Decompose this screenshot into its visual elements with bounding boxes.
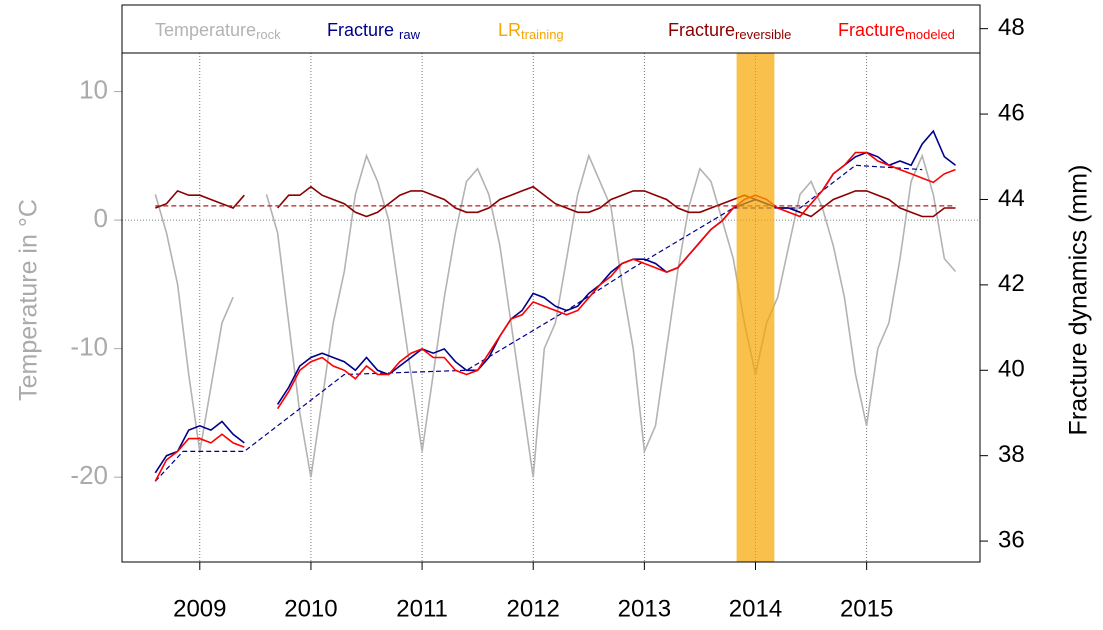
y2-tick-label: 42 xyxy=(998,270,1025,297)
legend-subscript: raw xyxy=(399,27,421,42)
legend-subscript: reversible xyxy=(735,27,791,42)
series-line xyxy=(154,153,957,478)
legend-subscript: training xyxy=(521,27,564,42)
legend-name: Temperature xyxy=(155,20,256,40)
x-tick-label: 2013 xyxy=(618,595,671,622)
legend-entry: Temperaturerock xyxy=(155,20,281,43)
legend-subscript: rock xyxy=(256,27,281,42)
legend-entry: LRtraining xyxy=(498,20,564,43)
legend-name: Fracture xyxy=(327,20,394,40)
series-line xyxy=(155,185,956,218)
legend-subscript: modeled xyxy=(905,27,955,42)
x-tick-label: 2012 xyxy=(507,595,560,622)
x-tick-label: 2011 xyxy=(396,595,448,622)
x-tick-label: 2014 xyxy=(729,595,782,622)
y-axis-label: Temperature in °C xyxy=(15,199,43,401)
y2-tick-label: 38 xyxy=(998,441,1025,468)
y2-tick-label: 36 xyxy=(998,526,1025,553)
y2-tick-label: 40 xyxy=(998,356,1025,383)
legend-entry: Fracturereversible xyxy=(668,20,791,43)
y-tick-label: 10 xyxy=(79,74,108,104)
y2-tick-label: 44 xyxy=(998,185,1025,212)
legend-name: LR xyxy=(498,20,521,40)
legend-entry: Fracture raw xyxy=(327,20,421,43)
y-tick-label: 0 xyxy=(94,203,108,233)
y2-tick-label: 48 xyxy=(998,14,1025,41)
x-tick-label: 2010 xyxy=(284,595,337,622)
x-tick-label: 2015 xyxy=(840,595,893,622)
training-band xyxy=(736,53,775,562)
legend-name: Fracture xyxy=(838,20,905,40)
y2-tick-label: 46 xyxy=(998,99,1025,126)
legend-name: Fracture xyxy=(668,20,735,40)
legend-entry: Fracturemodeled xyxy=(838,20,955,43)
x-tick-label: 2009 xyxy=(173,595,226,622)
y-tick-label: -10 xyxy=(70,332,108,362)
series-line xyxy=(154,151,956,482)
y-tick-label: -20 xyxy=(70,460,108,490)
legend-frame xyxy=(121,4,981,54)
y2-axis-label: Fracture dynamics (mm) xyxy=(1065,165,1093,436)
